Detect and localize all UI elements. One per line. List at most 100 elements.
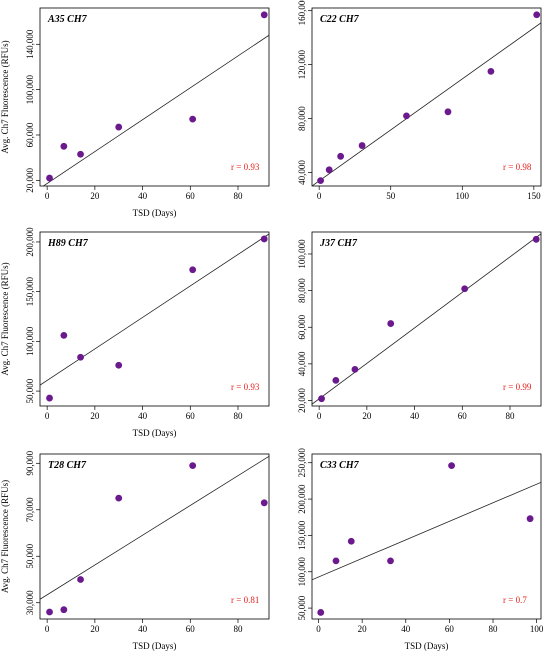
regression-line [40,233,269,386]
panel-title: T28 CH7 [48,460,87,471]
plot-frame [39,231,270,407]
correlation-label: r = 0.93 [231,382,260,392]
data-point [77,353,84,361]
data-point [487,67,495,75]
x-tick-label: 80 [233,191,243,201]
x-tick-label: 80 [489,624,499,634]
x-tick-label: 0 [45,191,50,201]
data-point [332,557,340,565]
y-tick-label: 60,000 [25,122,35,147]
x-tick-label: 0 [317,191,322,201]
panel-title: J37 CH7 [319,238,358,249]
x-tick-label: 80 [233,624,243,634]
x-tick-label: 0 [316,624,321,634]
x-tick-label: 100 [530,624,544,634]
data-point [337,152,345,160]
y-tick-label: 30,000 [25,590,35,615]
y-tick-label: 90,000 [25,450,35,475]
y-tick-label: 70,000 [25,497,35,522]
regression-line [40,455,269,600]
data-point [533,11,541,19]
data-point [60,142,68,150]
y-tick-label: 80,000 [297,278,307,303]
data-point [318,395,325,403]
data-point [46,394,53,402]
data-point [115,361,123,369]
x-tick-label: 40 [138,624,148,634]
data-point [387,320,395,327]
y-tick-label: 40,000 [297,351,307,376]
data-point [347,537,355,545]
chart-panel-3: 0 20 40 60 80 50,000 100,000 150,000 200,000 H89 … [0,227,270,438]
data-point [403,112,410,120]
y-tick-label: 150,000 [25,277,35,307]
data-point [260,11,268,19]
chart-panel-5: 0 20 40 60 80 30,000 50,000 70,000 90,000 T28 CH7… [0,450,270,651]
x-tick-label: 20 [90,191,100,201]
data-point [189,266,197,274]
data-point [332,376,340,384]
x-tick-label: 20 [358,624,368,634]
data-point [77,150,84,158]
plot-frame [39,453,270,620]
regression-line [312,22,541,186]
y-tick-label: 20,000 [25,167,35,192]
plot-frame [311,453,542,620]
data-point [60,332,68,339]
x-tick-label: 50 [386,191,396,201]
panel-title: A35 CH7 [47,14,88,25]
y-tick-label: 50,000 [297,595,307,620]
x-tick-label: 40 [401,624,411,634]
data-point [260,499,268,507]
data-point [358,142,366,149]
x-axis-title: TSD (Days) [405,641,449,651]
x-tick-label: 60 [186,191,196,201]
y-tick-label: 120,000 [297,50,307,80]
x-tick-label: 20 [362,411,372,421]
y-tick-label: 140,000 [25,29,35,59]
y-tick-label: 100,000 [297,557,307,587]
chart-panel-4: 0 20 40 60 80 20,000 40,000 60,000 80,000 100,000… [297,231,542,421]
regression-line [312,481,541,581]
data-point [115,494,123,502]
data-point [526,515,534,523]
panel-title: H89 CH7 [47,238,89,249]
y-tick-label: 100,000 [25,75,35,105]
y-axis-title: Avg. Ch7 Fluorescence (RFUs) [0,40,10,153]
data-point [461,285,469,293]
data-point [444,108,452,116]
x-tick-label: 60 [458,411,468,421]
y-tick-label: 200,000 [297,484,307,514]
y-axis-title: Avg. Ch7 Fluorescence (RFUs) [0,480,10,593]
y-tick-label: 100,000 [25,326,35,356]
correlation-label: r = 0.99 [503,382,532,392]
regression-line [312,233,541,405]
data-point [77,576,84,583]
data-point [60,606,68,614]
x-tick-label: 0 [317,411,322,421]
x-tick-label: 80 [233,411,243,421]
x-tick-label: 100 [456,191,470,201]
x-axis-title: TSD (Days) [133,641,177,651]
y-tick-label: 200,000 [25,227,35,257]
x-tick-label: 0 [45,624,50,634]
x-tick-label: 60 [186,411,196,421]
data-point [189,462,197,470]
x-axis-title: TSD (Days) [133,208,177,218]
data-point [325,166,333,174]
correlation-label: r = 0.98 [503,162,532,172]
data-point [46,174,53,182]
y-axis-title: Avg. Ch7 Fluorescence (RFUs) [0,262,10,375]
x-tick-label: 40 [138,411,148,421]
y-tick-label: 160,000 [297,0,307,25]
plot-frame [311,231,542,407]
correlation-label: r = 0.81 [231,595,259,605]
data-point [260,235,268,243]
x-tick-label: 40 [138,191,148,201]
regression-line [42,34,269,186]
y-tick-label: 50,000 [25,543,35,568]
plot-frame [311,7,542,187]
data-point [46,608,53,616]
x-tick-label: 40 [410,411,420,421]
